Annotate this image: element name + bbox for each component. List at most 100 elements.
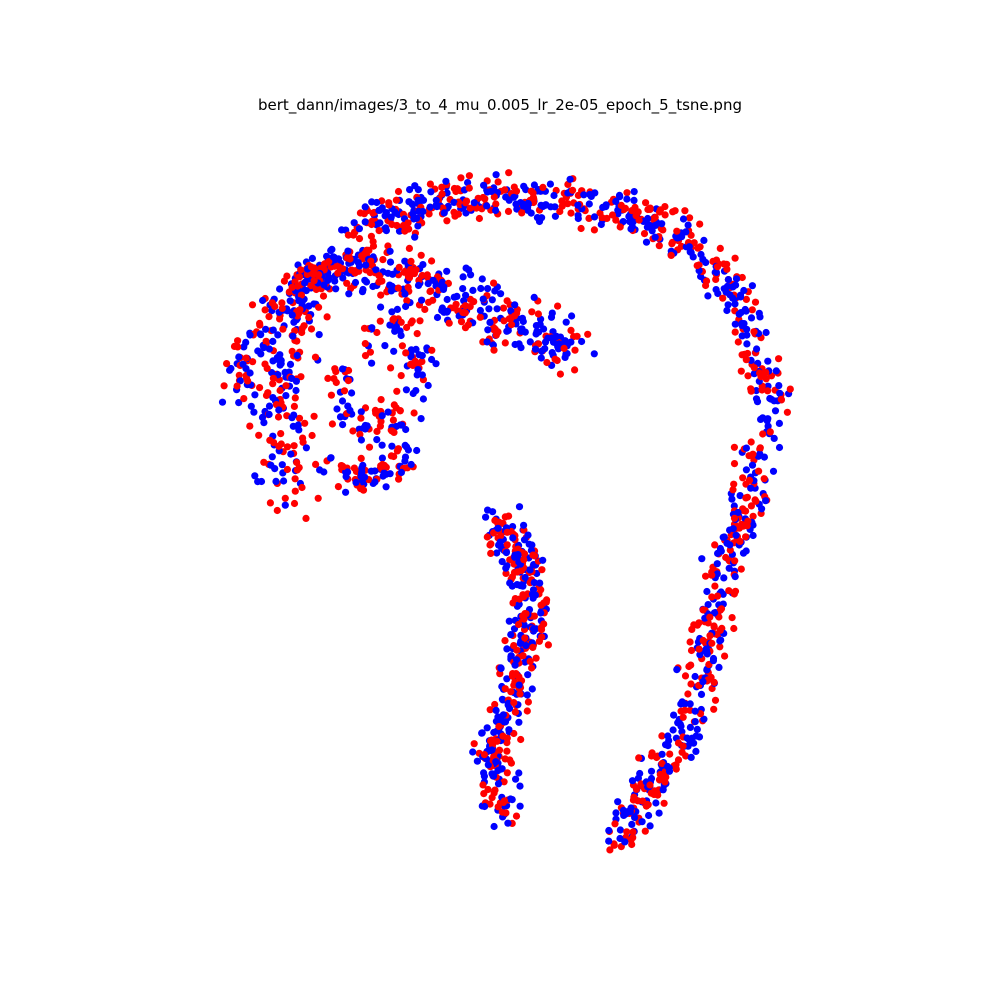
point-blue <box>419 207 427 216</box>
point-blue <box>295 297 303 305</box>
point-red <box>315 271 323 279</box>
point-blue <box>287 450 295 458</box>
point-blue <box>628 820 636 829</box>
point-red <box>690 239 698 247</box>
point-blue <box>516 782 524 790</box>
point-red <box>760 475 768 483</box>
point-blue <box>612 809 620 817</box>
point-blue <box>532 330 540 338</box>
point-blue <box>478 275 486 283</box>
point-red <box>531 552 539 560</box>
point-blue <box>507 652 515 660</box>
point-blue <box>406 186 414 194</box>
point-red <box>558 197 566 205</box>
point-red <box>443 217 451 225</box>
point-red <box>454 210 462 218</box>
point-blue <box>605 826 613 835</box>
point-red <box>314 494 322 502</box>
point-blue <box>403 443 411 451</box>
point-red <box>294 282 302 290</box>
point-red <box>291 487 299 495</box>
point-blue <box>333 405 341 413</box>
point-blue <box>522 642 530 650</box>
point-blue <box>257 331 265 339</box>
point-red <box>693 621 702 629</box>
point-blue <box>501 718 510 726</box>
point-red <box>377 291 385 299</box>
point-blue <box>502 549 510 557</box>
point-blue <box>754 452 763 460</box>
point-blue <box>547 313 556 321</box>
point-red <box>529 643 537 652</box>
point-blue <box>704 292 712 300</box>
point-red <box>357 454 365 462</box>
point-blue <box>497 290 505 298</box>
point-blue <box>659 786 667 794</box>
point-blue <box>276 351 284 359</box>
point-blue <box>315 331 323 339</box>
point-red <box>577 224 585 233</box>
point-red <box>367 232 375 240</box>
point-red <box>511 595 519 603</box>
point-blue <box>289 422 297 430</box>
point-red <box>585 214 593 222</box>
point-blue <box>378 441 386 449</box>
point-blue <box>503 327 511 335</box>
point-red <box>502 809 510 817</box>
point-red <box>673 227 681 235</box>
point-blue <box>440 283 448 291</box>
point-blue <box>488 296 496 304</box>
point-red <box>307 263 315 271</box>
point-blue <box>478 729 486 737</box>
point-red <box>511 708 519 716</box>
point-red <box>393 387 401 395</box>
point-red <box>744 349 752 358</box>
point-red <box>283 465 291 474</box>
point-blue <box>386 247 394 255</box>
point-red <box>275 442 283 450</box>
point-red <box>501 513 509 521</box>
point-blue <box>275 406 283 414</box>
point-blue <box>521 573 529 582</box>
point-blue <box>658 220 666 228</box>
point-blue <box>339 421 347 429</box>
point-blue <box>402 386 410 394</box>
point-blue <box>511 301 519 309</box>
point-blue <box>748 282 757 290</box>
point-red <box>297 291 305 299</box>
point-red <box>272 401 281 409</box>
point-blue <box>382 227 390 235</box>
point-blue <box>529 625 538 633</box>
point-red <box>640 230 649 238</box>
point-red <box>573 332 581 340</box>
point-red <box>344 377 352 385</box>
point-red <box>513 568 521 576</box>
point-blue <box>580 191 588 199</box>
point-red <box>491 700 499 709</box>
point-red <box>295 273 304 281</box>
point-blue <box>762 497 770 505</box>
point-red <box>567 326 575 334</box>
point-blue <box>520 621 528 629</box>
point-blue <box>695 733 704 741</box>
point-red <box>395 263 403 271</box>
point-red <box>742 295 751 303</box>
point-red <box>534 310 543 318</box>
point-red <box>567 209 575 217</box>
point-blue <box>376 219 384 227</box>
point-blue <box>417 415 425 423</box>
point-red <box>487 549 495 558</box>
point-red <box>343 279 351 287</box>
point-blue <box>742 444 751 452</box>
point-blue <box>736 492 744 500</box>
point-red <box>299 434 307 442</box>
point-blue <box>561 353 569 361</box>
point-red <box>401 227 409 235</box>
point-red <box>523 707 531 715</box>
point-red <box>349 427 357 435</box>
point-red <box>297 266 305 274</box>
point-red <box>721 652 729 660</box>
point-red <box>611 820 619 828</box>
point-blue <box>484 761 492 769</box>
